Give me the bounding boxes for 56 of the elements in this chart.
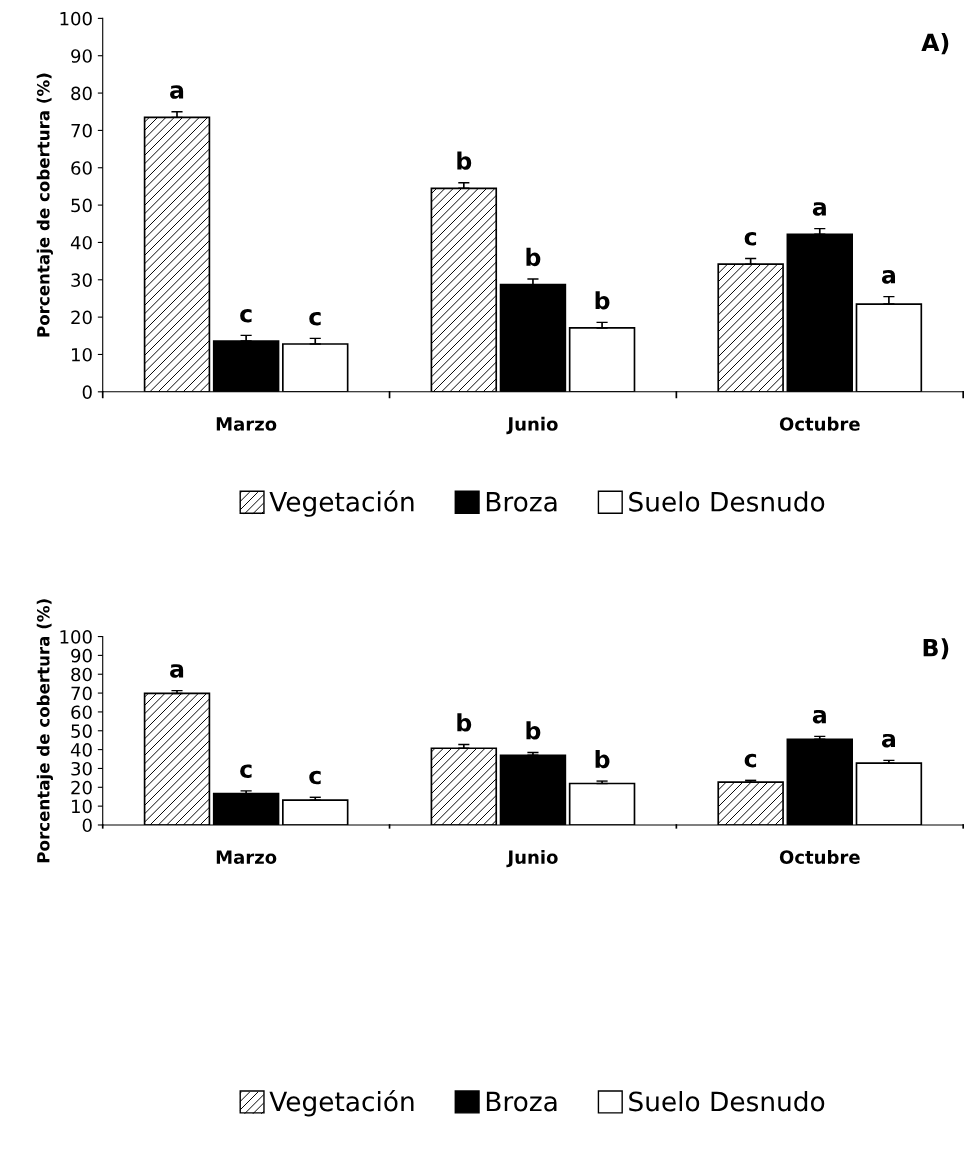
y-tick-label: 100: [60, 11, 92, 26]
annotation: a: [170, 664, 184, 678]
annotation: A): [921, 33, 949, 55]
annotation: a: [812, 202, 826, 216]
annotation: b: [526, 721, 541, 740]
x-tick-label: Marzo: [216, 850, 277, 864]
y-tick-label: 90: [71, 49, 92, 63]
y-tick-label: 70: [71, 123, 92, 138]
y-tick-label: 80: [71, 86, 92, 101]
annotation: c: [309, 311, 321, 326]
y-tick-label: 100: [60, 630, 92, 644]
x-tick-label: Junio: [506, 416, 558, 435]
annotation: b: [457, 713, 472, 732]
legend-label: Broza: [486, 492, 557, 512]
y-tick-label: 40: [70, 743, 92, 757]
x-tick-label: Junio: [506, 849, 558, 868]
x-tick-label: Octubre: [779, 849, 860, 864]
y-tick-label: 30: [71, 273, 92, 287]
y-tick-label: 50: [71, 198, 92, 213]
annotation: b: [526, 247, 541, 267]
y-tick-label: 30: [71, 761, 92, 776]
y-tick-label: 10: [72, 799, 92, 814]
y-axis-title: Porcentaje de cobertura (%): [36, 599, 53, 863]
legend-label: Broza: [486, 1091, 557, 1112]
annotation: B): [923, 638, 949, 660]
annotation: a: [812, 709, 826, 724]
y-tick-label: 20: [71, 310, 92, 325]
annotation: b: [457, 151, 472, 170]
y-tick-label: 20: [71, 780, 92, 795]
annotation: c: [240, 308, 252, 323]
annotation: c: [240, 764, 252, 778]
y-tick-label: 90: [71, 648, 92, 663]
x-tick-label: Marzo: [216, 417, 277, 431]
legend-label: Suelo Desnudo: [629, 491, 825, 512]
y-axis-title: Porcentaje de cobertura (%): [36, 73, 53, 337]
y-tick-label: 80: [71, 667, 92, 682]
legend-label: Vegetación: [269, 490, 414, 517]
annotation: b: [595, 291, 610, 310]
annotation: c: [309, 770, 321, 785]
legend-label: Suelo Desnudo: [629, 1090, 825, 1112]
annotation: a: [170, 85, 184, 99]
annotation: a: [881, 733, 896, 748]
y-tick-label: 60: [71, 161, 92, 175]
y-tick-label: 60: [71, 705, 92, 720]
y-tick-label: 0: [82, 385, 92, 399]
y-tick-label: 50: [71, 724, 92, 738]
y-tick-label: 0: [82, 818, 92, 833]
y-tick-label: 10: [72, 347, 92, 362]
annotation: a: [881, 270, 896, 284]
annotation: c: [744, 753, 757, 768]
annotation: b: [595, 749, 610, 769]
annotation: c: [744, 232, 757, 246]
x-tick-label: Octubre: [779, 416, 860, 431]
legend-label: Vegetación: [269, 1089, 414, 1117]
y-tick-label: 70: [71, 686, 92, 701]
y-tick-label: 40: [70, 235, 92, 250]
